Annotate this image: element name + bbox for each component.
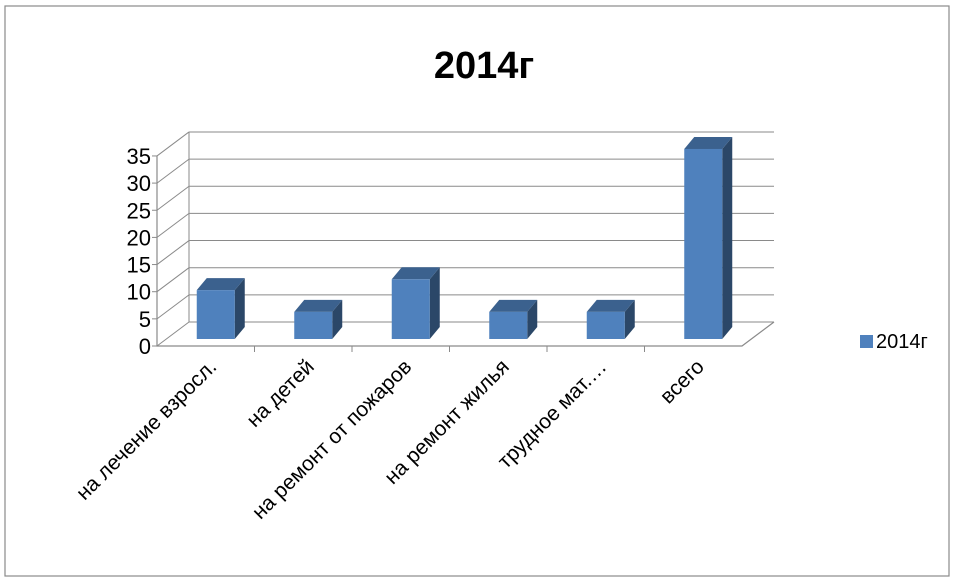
y-tick-label: 10: [127, 280, 151, 305]
bar-side: [234, 278, 245, 339]
bar-side: [332, 299, 343, 339]
y-tick-label: 35: [127, 144, 151, 169]
bar-top: [586, 299, 635, 312]
gridline-side: [156, 185, 190, 211]
gridline-side: [156, 321, 190, 347]
y-tick-label: 30: [127, 171, 151, 196]
gridline-side: [156, 267, 190, 293]
gridline-side: [156, 294, 190, 320]
chart-frame: [4, 5, 950, 577]
bar-top: [294, 299, 343, 312]
bars: [196, 136, 733, 339]
bar-top: [196, 278, 245, 291]
bar-front: [294, 311, 333, 339]
bar-front: [586, 311, 625, 339]
bar: [294, 299, 343, 339]
gridline-side: [156, 212, 190, 238]
bar-front: [196, 290, 235, 339]
bar-top: [391, 267, 440, 280]
gridlines: [156, 131, 774, 347]
y-tick-label: 5: [139, 307, 151, 332]
legend-label: 2014г: [876, 331, 928, 353]
bar: [196, 278, 245, 339]
bar-front: [391, 279, 430, 339]
chart-title: 2014г: [434, 45, 534, 87]
gridline-side: [156, 240, 190, 265]
bar: [489, 299, 538, 339]
legend: 2014г: [860, 331, 928, 353]
bar-side: [722, 136, 733, 339]
bar-front: [684, 148, 723, 339]
bar-top: [489, 299, 538, 312]
bar: [391, 267, 440, 339]
bar: [684, 136, 733, 339]
gridline-side: [156, 131, 190, 157]
bar-front: [489, 311, 528, 339]
y-tick-label: 15: [127, 253, 151, 278]
y-tick-label: 25: [127, 198, 151, 223]
legend-swatch: [860, 335, 873, 348]
gridline-side: [156, 158, 190, 184]
bar: [586, 299, 635, 339]
bar-side: [624, 299, 635, 339]
bar-side: [429, 267, 440, 339]
bar-side: [527, 299, 538, 339]
y-tick-label: 20: [127, 225, 151, 250]
y-tick-label: 0: [139, 334, 151, 359]
bar-top: [684, 136, 733, 149]
